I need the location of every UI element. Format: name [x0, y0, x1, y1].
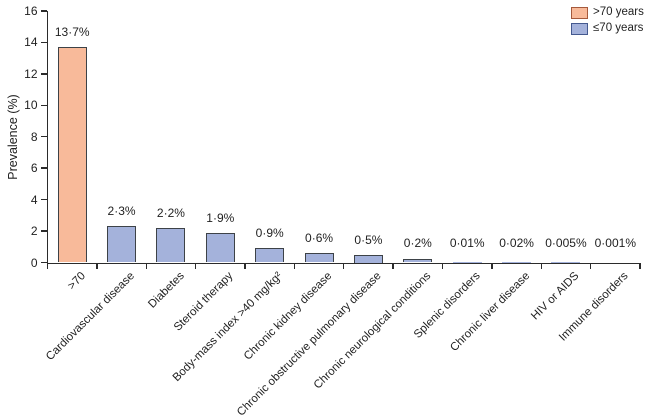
y-tick-label: 8: [30, 129, 38, 144]
x-tick-mark: [96, 262, 98, 269]
bar: [255, 248, 285, 263]
bar: [107, 226, 137, 263]
bar-value-label: 0·9%: [255, 226, 284, 241]
x-tick-mark: [343, 262, 345, 269]
y-tick-label: 6: [30, 161, 38, 176]
y-tick-label: 4: [30, 192, 38, 207]
bar-value-label: 0·001%: [594, 235, 636, 250]
x-tick-mark: [293, 262, 296, 269]
bar-value-label: 0·01%: [449, 235, 485, 250]
x-tick-mark: [194, 262, 197, 269]
x-category-label: HIV or AIDS: [529, 269, 582, 322]
y-tick-mark: [40, 104, 47, 106]
bar: [403, 259, 433, 263]
legend-swatch-under-70-icon: [571, 22, 588, 35]
x-tick-mark: [244, 262, 246, 269]
x-category-label: >70: [65, 269, 88, 292]
bar-value-label: 1·9%: [206, 210, 235, 225]
bar-value-label: 2·3%: [107, 204, 136, 219]
legend-label-over-70: >70 years: [593, 6, 644, 18]
y-tick-label: 14: [24, 35, 38, 50]
bar-value-label: 13·7%: [54, 25, 90, 40]
bar-value-label: 0·005%: [545, 235, 587, 250]
y-tick-mark: [40, 73, 47, 75]
legend-swatch-over-70-icon: [571, 6, 588, 19]
y-axis-line: [46, 11, 49, 263]
x-tick-mark: [145, 262, 147, 269]
y-tick-mark: [40, 10, 47, 12]
bar: [353, 254, 383, 263]
bar-value-label: 0·2%: [403, 235, 432, 250]
y-tick-mark: [40, 136, 47, 138]
bar: [57, 47, 87, 263]
x-category-label: Chronic kidney disease: [241, 269, 335, 363]
x-category-label: Diabetes: [145, 269, 187, 311]
x-tick-mark: [639, 262, 641, 269]
y-tick-mark: [40, 230, 47, 232]
bar-value-label: 0·02%: [499, 235, 534, 250]
bar: [205, 232, 235, 263]
legend-item-under-70: ≤70 years: [571, 22, 644, 35]
x-tick-mark: [46, 262, 49, 269]
bar-value-label: 2·2%: [156, 205, 185, 220]
y-tick-label: 2: [30, 224, 38, 239]
x-tick-mark: [491, 262, 493, 269]
legend: >70 years ≤70 years: [571, 6, 644, 38]
legend-label-under-70: ≤70 years: [593, 22, 644, 34]
y-tick-label: 0: [30, 255, 38, 270]
y-tick-label: 10: [24, 98, 38, 113]
y-tick-mark: [40, 41, 47, 44]
x-category-label: Cardiovascular disease: [44, 269, 138, 363]
bar-value-label: 0·5%: [354, 232, 383, 247]
x-tick-mark: [589, 262, 592, 269]
y-tick-label: 12: [24, 66, 38, 81]
x-tick-mark: [441, 262, 444, 269]
legend-item-over-70: >70 years: [571, 6, 644, 19]
y-tick-mark: [40, 261, 47, 264]
bar: [156, 227, 186, 263]
x-tick-mark: [392, 262, 394, 269]
bar-value-label: 0·6%: [305, 231, 334, 246]
y-tick-label: 16: [24, 4, 38, 18]
y-tick-mark: [40, 198, 47, 201]
x-tick-mark: [540, 262, 542, 269]
bar: [304, 253, 334, 263]
y-tick-mark: [40, 167, 47, 169]
